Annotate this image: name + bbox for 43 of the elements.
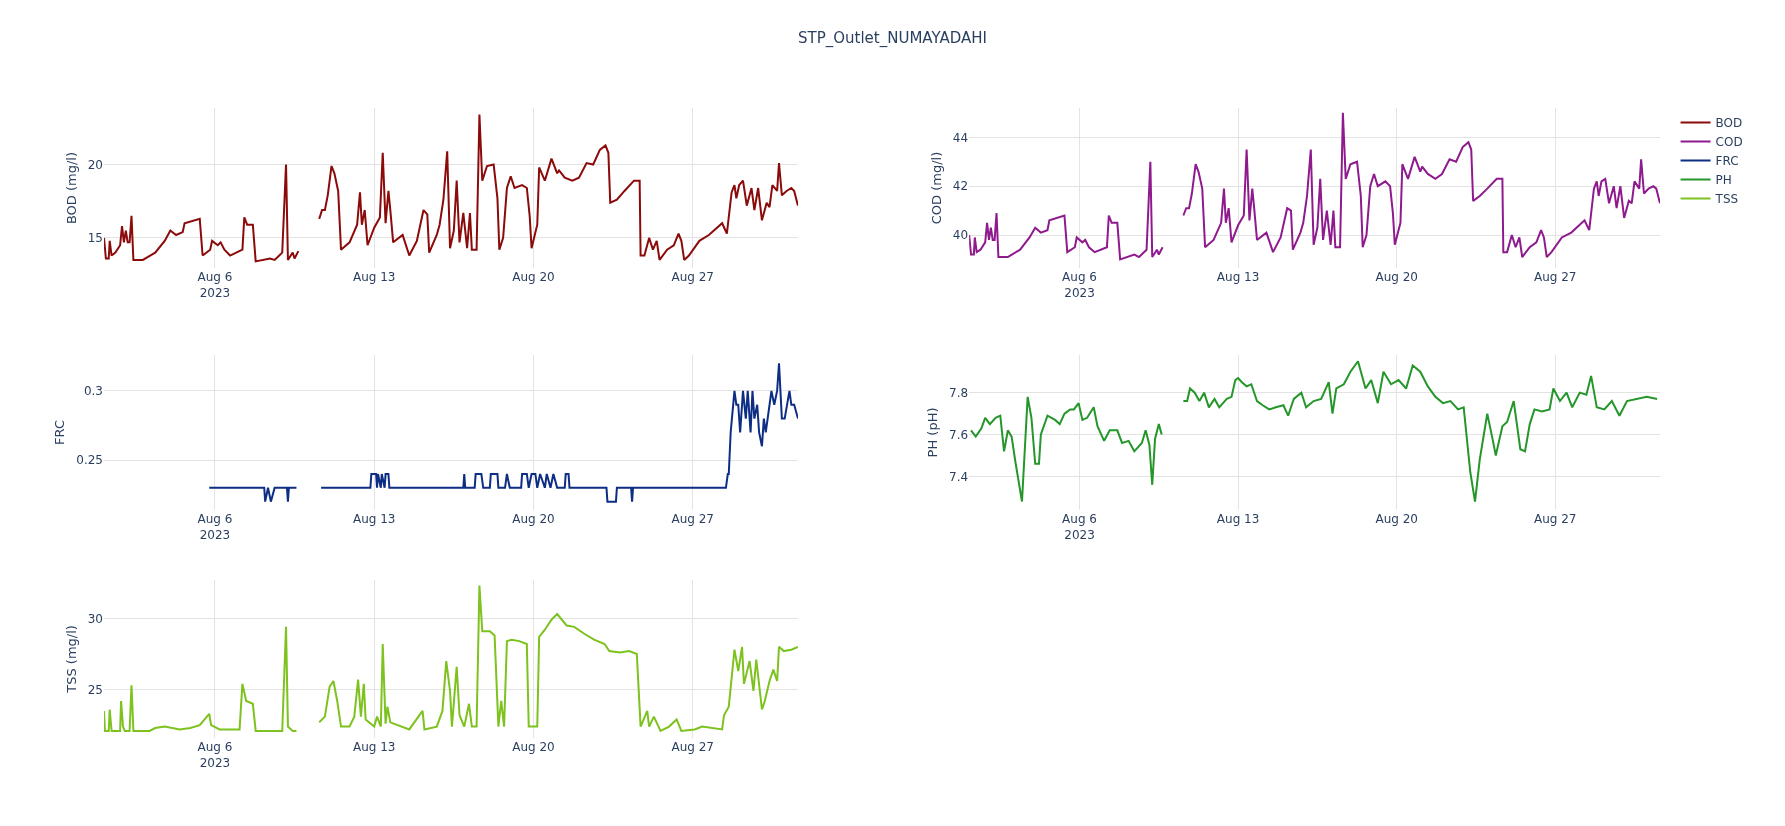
y-axis-title: PH (pH)	[924, 407, 940, 458]
y-tick-label: 30	[87, 611, 103, 626]
x-tick-label: Aug 6 2023	[197, 740, 233, 770]
y-axis-title: TSS (mg/l)	[63, 625, 79, 694]
x-tick-label: Aug 20	[1375, 270, 1418, 285]
y-tick-label: 44	[952, 130, 969, 145]
x-tick-label: Aug 6 2023	[197, 511, 233, 542]
y-tick-label: 0.25	[76, 453, 103, 468]
x-tick-label: Aug 13	[352, 740, 396, 754]
x-tick-label: Aug 27	[671, 270, 714, 285]
x-tick-label: Aug 6 2023	[1062, 270, 1097, 300]
legend-label: PH	[1715, 173, 1732, 188]
x-tick-label: Aug 20	[512, 270, 555, 285]
x-tick-label: Aug 20	[512, 511, 555, 526]
y-tick-label: 7.8	[949, 385, 969, 400]
y-axis-title: COD (mg/l)	[928, 151, 944, 225]
text: STP_Outlet_NUMAYADAHI	[798, 29, 987, 49]
x-tick-label: Aug 20	[1375, 511, 1418, 526]
y-tick-label: 42	[952, 179, 969, 194]
y-tick-label: 7.6	[949, 427, 969, 442]
x-tick-label: Aug 27	[671, 740, 714, 754]
x-tick-label: Aug 27	[1533, 511, 1577, 526]
x-tick-label: Aug 27	[1533, 270, 1577, 285]
y-tick-label: 15	[87, 231, 103, 246]
y-tick-label: 40	[952, 228, 969, 243]
x-tick-label: Aug 13	[1216, 270, 1260, 285]
x-tick-label: Aug 6 2023	[1062, 511, 1097, 542]
x-tick-label: Aug 13	[1216, 511, 1260, 526]
x-tick-label: Aug 27	[671, 511, 714, 526]
y-tick-label: 7.4	[949, 469, 969, 484]
x-tick-label: Aug 20	[512, 740, 555, 754]
x-tick-label: Aug 6 2023	[197, 270, 233, 300]
y-tick-label: 0.3	[83, 384, 103, 399]
legend-label: FRC	[1715, 154, 1739, 169]
y-tick-label: 25	[87, 682, 103, 697]
legend-label: BOD	[1715, 116, 1743, 131]
legend-label: TSS	[1714, 192, 1739, 207]
y-tick-label: 20	[87, 157, 103, 172]
x-tick-label: Aug 13	[352, 511, 396, 526]
legend-label: COD	[1715, 135, 1743, 150]
y-axis-title: BOD (mg/l)	[63, 151, 79, 225]
y-axis-title: FRC	[52, 419, 68, 445]
x-tick-label: Aug 13	[352, 270, 396, 285]
